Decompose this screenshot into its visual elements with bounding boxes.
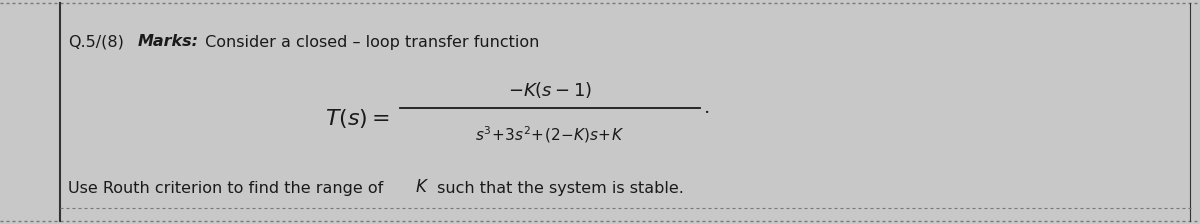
Text: such that the system is stable.: such that the system is stable.: [432, 181, 684, 196]
Text: Marks:: Marks:: [138, 34, 199, 50]
Text: .: .: [703, 99, 709, 117]
Text: Q.5/(8): Q.5/(8): [68, 34, 124, 50]
Text: Use Routh criterion to find the range of: Use Routh criterion to find the range of: [68, 181, 394, 196]
Text: Consider a closed – loop transfer function: Consider a closed – loop transfer functi…: [200, 34, 539, 50]
Text: $-K(s-1)$: $-K(s-1)$: [508, 80, 592, 100]
Text: $s^3\!+\!3s^2\!+\!(2\!-\!K)s\!+\!K$: $s^3\!+\!3s^2\!+\!(2\!-\!K)s\!+\!K$: [475, 125, 624, 145]
Text: $T(s) =$: $T(s) =$: [325, 106, 390, 129]
Text: $K$: $K$: [415, 179, 430, 196]
